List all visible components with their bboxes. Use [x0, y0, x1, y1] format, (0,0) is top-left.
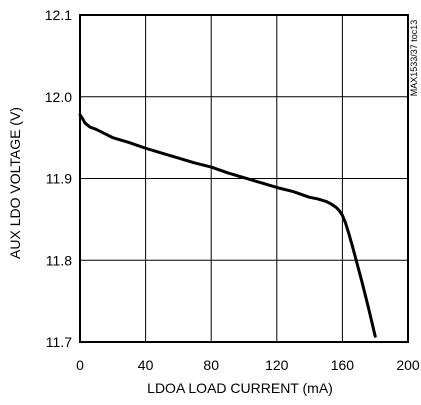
x-tick-label-5: 200	[396, 357, 420, 373]
series-line-0	[78, 113, 377, 338]
plot-border	[79, 14, 409, 343]
x-tick-label-0: 0	[76, 357, 84, 373]
y-tick-label-2: 11.9	[46, 171, 72, 187]
plot-frame	[79, 14, 409, 343]
y-tick-label-0: 11.7	[46, 334, 72, 350]
y-axis-title: AUX LDO VOLTAGE (V)	[7, 107, 23, 259]
series-layer	[78, 113, 377, 338]
x-tick-labels: 0 40 80 120 160 200	[76, 357, 420, 373]
document-code-annotation: MAX1533/37 toc13	[409, 20, 419, 97]
x-tick-label-4: 160	[331, 357, 355, 373]
y-tick-label-4: 12.1	[45, 7, 72, 23]
x-tick-label-3: 120	[265, 357, 289, 373]
y-tick-label-1: 11.8	[46, 252, 72, 268]
x-tick-label-2: 80	[203, 357, 219, 373]
y-tick-labels: 11.7 11.8 11.9 12.0 12.1	[45, 7, 72, 350]
x-axis-title: LDOA LOAD CURRENT (mA)	[147, 380, 333, 396]
x-tick-label-1: 40	[138, 357, 154, 373]
y-tick-label-3: 12.0	[45, 89, 72, 105]
